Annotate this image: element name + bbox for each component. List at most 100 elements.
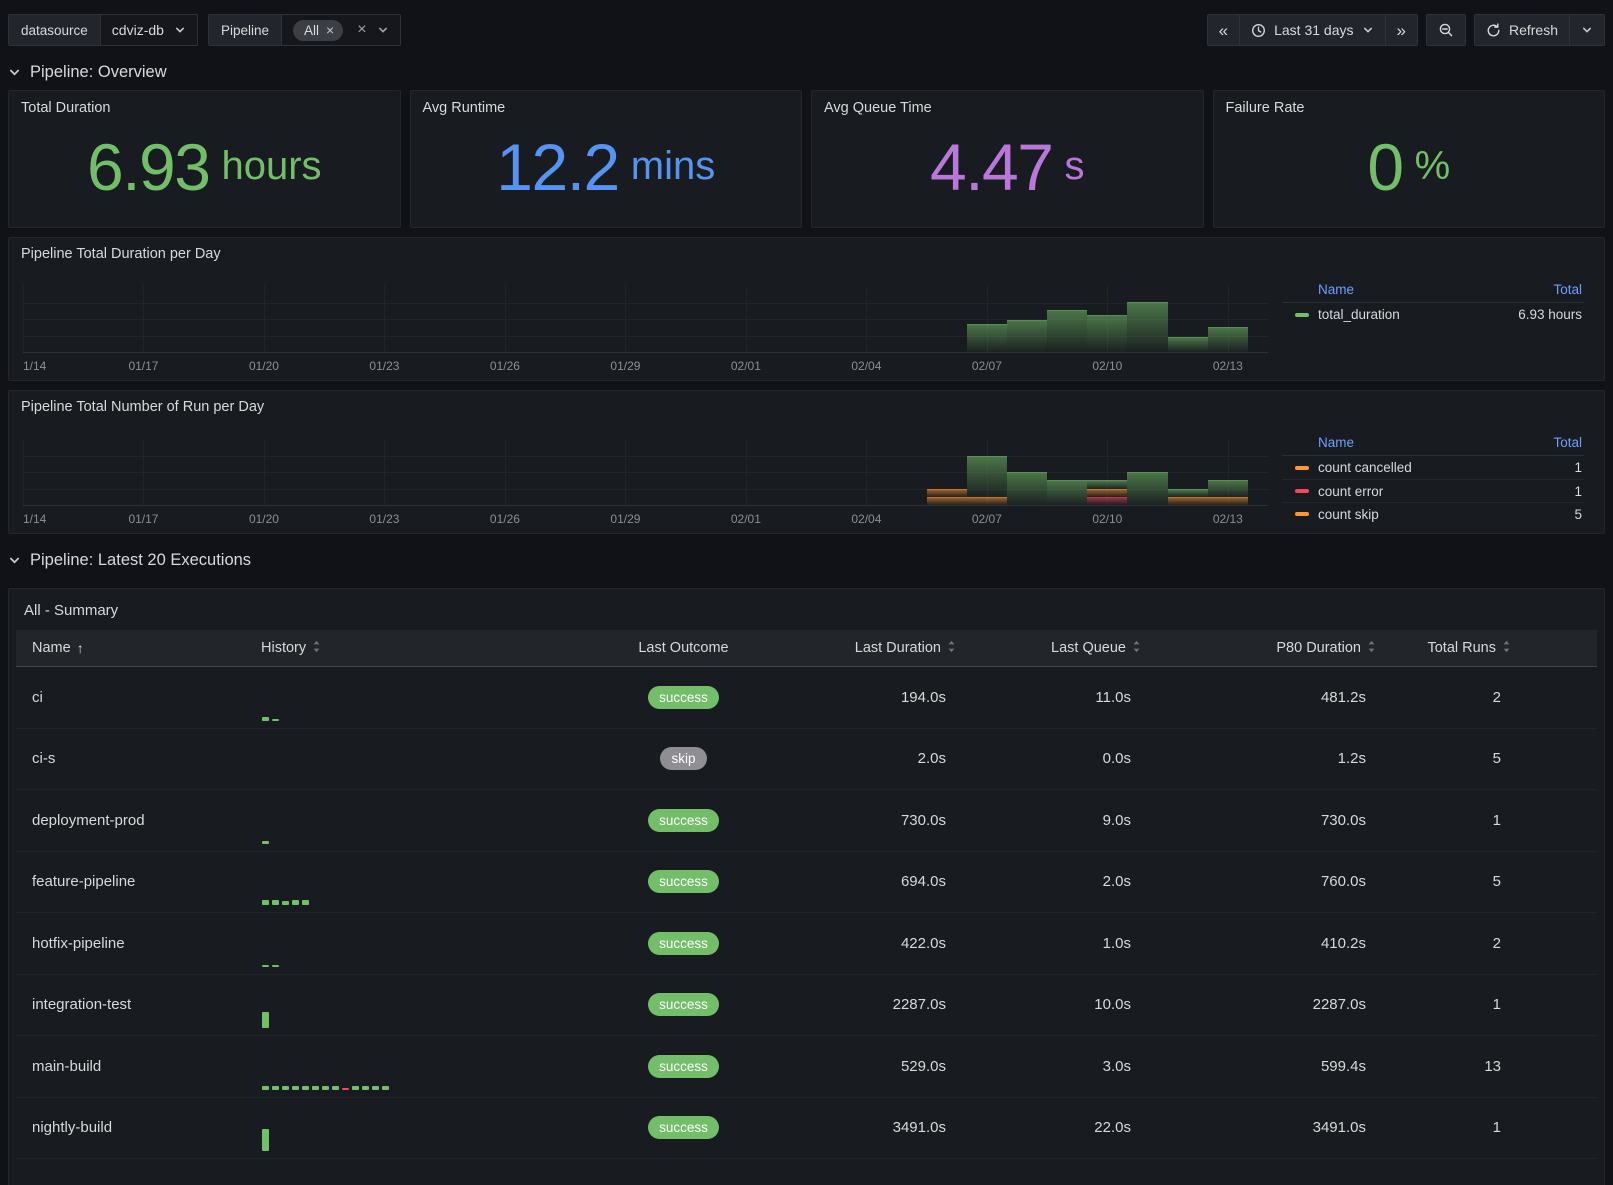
last-outcome-cell: success xyxy=(576,686,791,709)
stat-title: Avg Runtime xyxy=(411,91,802,116)
pipeline-filter-select[interactable]: All × × xyxy=(282,15,400,45)
p80-duration-cell: 599.4s xyxy=(1141,1058,1376,1075)
last-outcome-cell: success xyxy=(576,870,791,893)
legend-series-name[interactable]: total_duration xyxy=(1318,307,1518,322)
history-run-bar-success xyxy=(262,1086,269,1090)
x-axis-label: 1/14 xyxy=(23,359,46,373)
history-sparkline xyxy=(262,841,269,844)
pipeline-filter-label: Pipeline xyxy=(209,15,282,45)
x-axis-label: 02/01 xyxy=(731,512,761,526)
last-duration-cell: 2.0s xyxy=(791,750,956,767)
section-row-executions[interactable]: Pipeline: Latest 20 Executions xyxy=(8,544,1605,576)
legend-series-name[interactable]: count error xyxy=(1318,484,1574,499)
zoom-out-group xyxy=(1426,14,1466,46)
table-header-last-duration[interactable]: Last Duration xyxy=(791,640,956,657)
last-duration-cell: 694.0s xyxy=(791,873,956,890)
time-zoom-out-button[interactable] xyxy=(1427,15,1465,45)
history-run-bar-success xyxy=(262,1129,269,1151)
sort-icon xyxy=(947,640,956,653)
gridline xyxy=(143,439,144,505)
gridline xyxy=(625,439,626,505)
panel-title: All - Summary xyxy=(9,589,1604,630)
table-header-p80-duration[interactable]: P80 Duration xyxy=(1141,640,1376,657)
column-label: Last Outcome xyxy=(638,640,728,656)
history-sparkline xyxy=(262,1086,389,1090)
refresh-group: Refresh xyxy=(1474,14,1605,46)
outcome-badge-success: success xyxy=(648,686,719,709)
time-range-group: « Last 31 days » xyxy=(1207,14,1418,46)
refresh-icon xyxy=(1486,23,1501,38)
stat-panel-avg-queue-time: Avg Queue Time4.47s xyxy=(811,90,1204,228)
table-row-feature-pipeline: feature-pipelinesuccess694.0s2.0s760.0s5 xyxy=(16,852,1597,914)
refresh-interval-button[interactable] xyxy=(1569,15,1604,45)
history-run-bar-success xyxy=(262,717,269,721)
table-header-last-outcome[interactable]: Last Outcome xyxy=(576,640,791,656)
pipeline-name-cell: feature-pipeline xyxy=(16,873,261,890)
stat-value: 12.2mins xyxy=(411,116,802,227)
last-duration-cell: 422.0s xyxy=(791,935,956,952)
chart-plot-area xyxy=(23,439,1268,506)
legend-header-total[interactable]: Total xyxy=(1553,282,1582,297)
last-outcome-cell: success xyxy=(576,809,791,832)
p80-duration-cell: 481.2s xyxy=(1141,689,1376,706)
table-header-last-queue[interactable]: Last Queue xyxy=(956,640,1141,657)
stat-panel-total-duration: Total Duration6.93hours xyxy=(8,90,401,228)
bar-02-09 xyxy=(1047,480,1087,505)
time-shift-back-button[interactable]: « xyxy=(1208,15,1239,45)
last-queue-cell: 2.0s xyxy=(956,873,1141,890)
history-sparkline xyxy=(262,965,279,967)
gridline xyxy=(23,472,1268,473)
history-run-bar-success xyxy=(262,965,269,967)
sort-icon xyxy=(312,640,321,653)
bar-02-07 xyxy=(967,456,1007,497)
gridline xyxy=(264,439,265,505)
double-chevron-left-icon: « xyxy=(1219,22,1228,39)
time-range-picker[interactable]: Last 31 days xyxy=(1239,15,1384,45)
pipeline-filter-chip-value: All xyxy=(304,23,319,38)
table-header-name[interactable]: Name↑ xyxy=(16,640,261,656)
legend-series-name[interactable]: count skip xyxy=(1318,507,1574,522)
remove-chip-icon[interactable]: × xyxy=(326,23,334,37)
table-row-nightly-build: nightly-buildsuccess3491.0s22.0s3491.0s1 xyxy=(16,1098,1597,1160)
legend-header-name[interactable]: Name xyxy=(1318,282,1553,297)
clear-filter-icon[interactable]: × xyxy=(357,22,366,38)
history-run-bar-success xyxy=(282,1086,289,1090)
legend-header-total[interactable]: Total xyxy=(1553,435,1582,450)
datasource-select[interactable]: cdviz-db xyxy=(101,15,197,45)
p80-duration-cell: 410.2s xyxy=(1141,935,1376,952)
section-row-overview[interactable]: Pipeline: Overview xyxy=(8,56,1605,88)
gridline xyxy=(23,456,1268,457)
p80-duration-cell: 1.2s xyxy=(1141,750,1376,767)
stat-title: Avg Queue Time xyxy=(812,91,1203,116)
stat-value: 4.47s xyxy=(812,116,1203,227)
bar-02-10 xyxy=(1087,480,1127,488)
time-shift-forward-button[interactable]: » xyxy=(1385,15,1417,45)
sort-icon xyxy=(1132,640,1141,653)
gridline xyxy=(746,439,747,505)
section-title-overview: Pipeline: Overview xyxy=(30,63,167,82)
zoom-out-icon xyxy=(1438,22,1454,38)
bar-02-12 xyxy=(1168,489,1208,497)
stat-number: 6.93 xyxy=(87,134,209,200)
table-header-total-runs[interactable]: Total Runs xyxy=(1376,640,1511,657)
refresh-button[interactable]: Refresh xyxy=(1475,15,1569,45)
x-axis-label: 02/13 xyxy=(1213,359,1243,373)
series-color-dash xyxy=(1295,489,1309,493)
bar-02-06 xyxy=(927,497,967,505)
outcome-badge-success: success xyxy=(648,1055,719,1078)
x-axis-label: 01/26 xyxy=(490,512,520,526)
panel-runs-per-day: Pipeline Total Number of Run per Day 1/1… xyxy=(8,390,1605,534)
table-header-history[interactable]: History xyxy=(261,640,576,657)
pipeline-name-cell: ci xyxy=(16,689,261,706)
clock-icon xyxy=(1251,23,1266,38)
bar-02-07 xyxy=(967,324,1007,352)
outcome-badge-success: success xyxy=(648,1116,719,1139)
last-duration-cell: 2287.0s xyxy=(791,996,956,1013)
legend-series-name[interactable]: count cancelled xyxy=(1318,460,1574,475)
last-queue-cell: 11.0s xyxy=(956,689,1141,706)
chevron-down-icon xyxy=(1362,24,1374,36)
panel-title: Pipeline Total Duration per Day xyxy=(21,246,221,262)
x-axis-label: 02/07 xyxy=(972,359,1002,373)
pipeline-filter-chip[interactable]: All × xyxy=(293,20,343,41)
legend-header-name[interactable]: Name xyxy=(1318,435,1553,450)
